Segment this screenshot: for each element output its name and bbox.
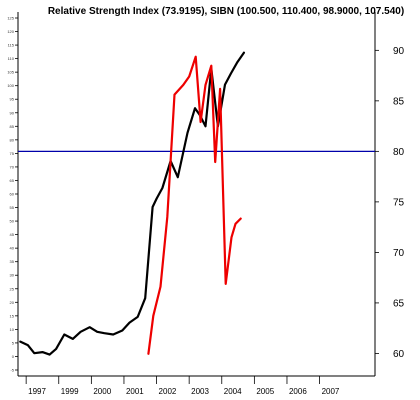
series-black-point <box>55 348 57 350</box>
x-tick-label: 2007 <box>322 387 340 396</box>
series-red-point <box>152 315 154 317</box>
left-tick-label: 5 <box>12 340 15 345</box>
series-black-point <box>72 338 74 340</box>
series-black-point <box>156 198 158 200</box>
x-tick-label: 1999 <box>61 387 79 396</box>
series-red-point <box>173 94 176 96</box>
x-axis: 1997 1999 2000 2001 2002 2003 2004 2005 2006 2007 <box>18 375 375 396</box>
x-tick-label: 1997 <box>28 387 46 396</box>
right-tick-label: 65 <box>393 298 405 309</box>
series-black-point <box>194 107 196 109</box>
left-tick-label: 110 <box>8 56 15 61</box>
right-tick-label: 90 <box>393 46 405 57</box>
series-red-point <box>147 353 149 355</box>
left-tick-label: 90 <box>10 110 15 115</box>
left-tick-label: 0 <box>12 354 15 359</box>
series-red-point <box>195 56 197 58</box>
left-tick-label: 35 <box>10 259 15 264</box>
series-black-point <box>186 132 189 134</box>
left-tick-label: 115 <box>8 43 15 48</box>
series-black-point <box>243 52 245 54</box>
series-black-point <box>49 354 51 356</box>
left-tick-label: 20 <box>10 300 15 305</box>
series-black-point <box>112 333 114 336</box>
series-black-point <box>236 61 238 63</box>
series-red-point <box>182 84 184 86</box>
x-tick-label: 2004 <box>224 387 242 396</box>
left-tick-label: 30 <box>10 273 15 278</box>
x-tick-label: 2006 <box>289 387 307 396</box>
left-tick-label: 45 <box>10 232 15 237</box>
series-red-point <box>200 121 202 123</box>
left-tick-label: 75 <box>10 151 15 156</box>
left-tick-label: 60 <box>10 192 15 197</box>
left-tick-label: 125 <box>7 16 14 21</box>
series-black-point <box>96 331 98 333</box>
left-tick-label: 15 <box>10 313 15 318</box>
series-black-point <box>41 351 44 353</box>
series-black-point <box>19 341 21 343</box>
left-tick-label: 95 <box>10 97 15 102</box>
series-black-point <box>144 297 146 299</box>
left-tick-label: 70 <box>10 164 15 169</box>
left-axis: -5 0 5 10 15 20 25 30 35 40 45 50 55 60 65 70 75 80 85 90 95… <box>7 12 19 376</box>
series-line-red <box>147 55 242 355</box>
left-tick-label: 55 <box>10 205 15 210</box>
chart-title: Relative Strength Index (73.9195), SIBN … <box>48 6 404 17</box>
left-tick-label: 120 <box>7 29 14 34</box>
series-black-point <box>152 206 154 208</box>
series-red-point <box>240 218 242 220</box>
left-tick-label: 80 <box>10 137 15 142</box>
series-red-point <box>210 65 212 67</box>
series-black-point <box>103 332 105 334</box>
series-black-point <box>161 187 163 189</box>
x-tick-label: 2003 <box>191 387 209 396</box>
series-layer <box>19 51 245 356</box>
x-tick-label: 2005 <box>256 387 274 396</box>
right-tick-label: 80 <box>393 147 405 158</box>
series-black-point <box>204 125 207 127</box>
series-black-point <box>63 333 65 336</box>
series-red-point <box>159 286 162 288</box>
series-black-point <box>121 329 123 332</box>
right-tick-label: 60 <box>393 349 405 360</box>
left-tick-label: 40 <box>10 246 15 251</box>
right-axis: 60 65 70 75 80 85 90 <box>374 12 405 376</box>
series-black-point <box>128 322 131 324</box>
series-red-point <box>188 75 190 78</box>
series-black-point <box>27 344 29 346</box>
series-red-point <box>234 223 237 225</box>
left-tick-label: 50 <box>10 219 15 224</box>
series-black-point <box>230 72 232 75</box>
left-tick-label: 105 <box>7 70 14 75</box>
x-tick-label: 2001 <box>126 387 144 396</box>
left-tick-label: 25 <box>10 286 15 291</box>
series-black-point <box>33 352 35 354</box>
series-red-point <box>204 84 207 86</box>
series-line-black <box>19 51 245 356</box>
left-tick-label: 65 <box>10 178 15 183</box>
left-tick-label: 100 <box>7 83 14 88</box>
series-red-point <box>166 216 168 218</box>
left-tick-label: 10 <box>10 327 15 332</box>
right-tick-label: 70 <box>393 248 405 259</box>
series-red-point <box>214 161 216 163</box>
left-tick-label: -5 <box>10 368 14 373</box>
series-red-point <box>230 236 233 238</box>
series-black-point <box>177 176 179 178</box>
series-black-point <box>224 84 226 86</box>
x-tick-label: 2002 <box>159 387 177 396</box>
right-tick-label: 75 <box>393 197 405 208</box>
series-red-point <box>219 88 221 90</box>
x-tick-label: 2000 <box>93 387 111 396</box>
left-tick-label: 85 <box>10 124 15 129</box>
right-tick-label: 85 <box>393 96 405 107</box>
series-black-point <box>137 316 139 318</box>
series-red-point <box>225 283 227 285</box>
series-black-point <box>80 331 82 333</box>
series-black-point <box>89 326 91 328</box>
